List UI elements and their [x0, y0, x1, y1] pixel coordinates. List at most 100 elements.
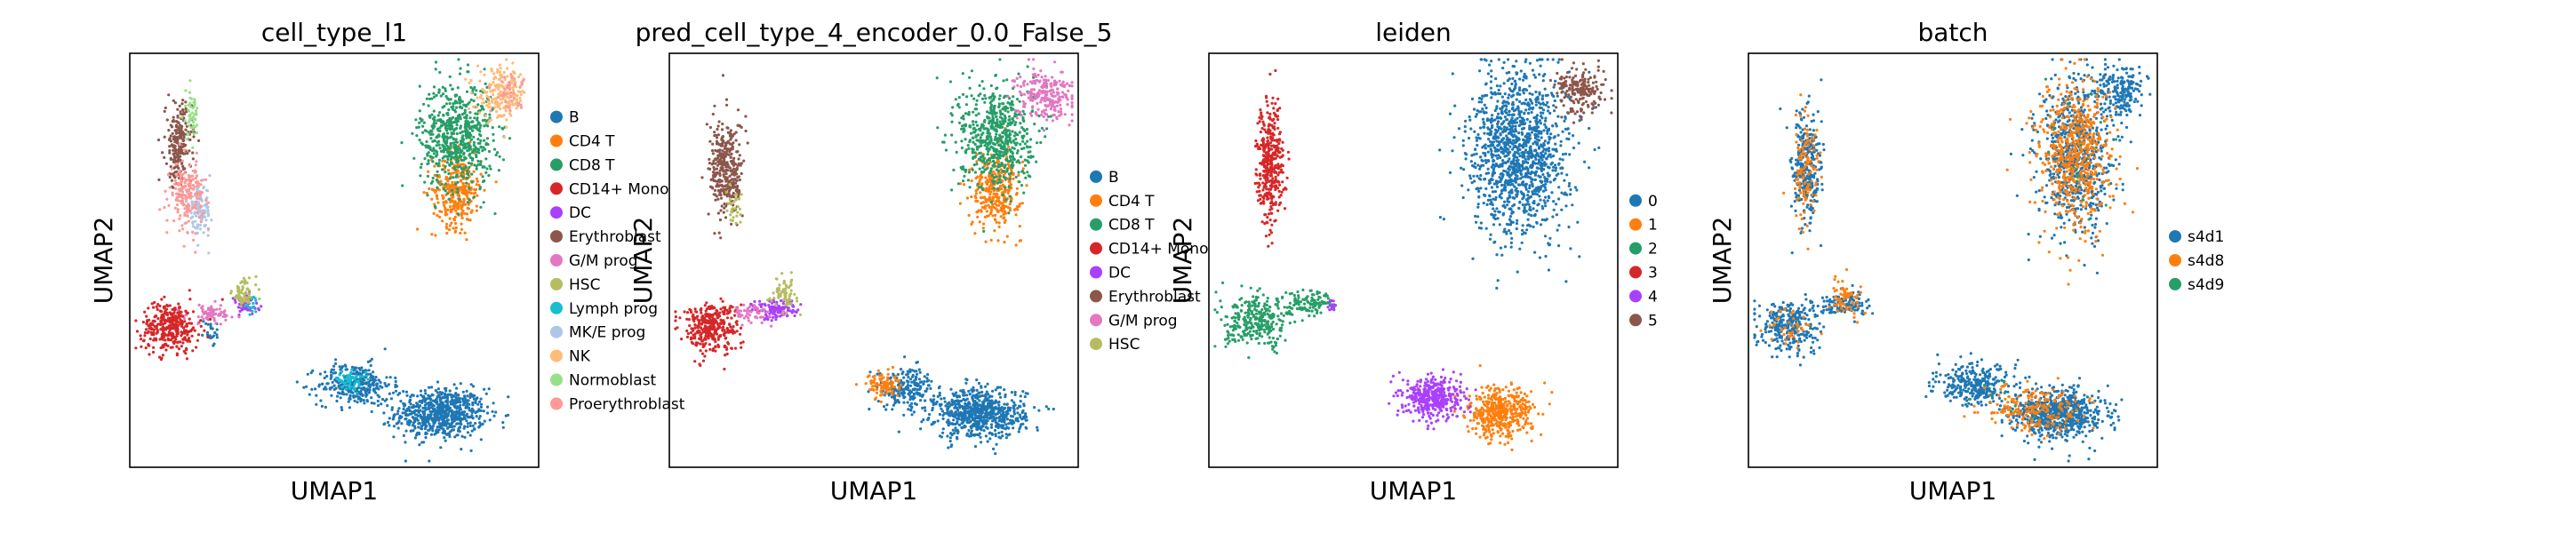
point-b: [429, 426, 433, 430]
point-b: [409, 395, 412, 399]
point-proerythroblast: [168, 186, 172, 189]
point-b: [1008, 418, 1012, 422]
point-hsc: [241, 285, 244, 289]
point-dc: [240, 308, 244, 312]
point-cd8-t: [486, 124, 490, 128]
point-nk: [509, 78, 514, 82]
point-cd8-t: [464, 105, 468, 108]
point-b: [470, 429, 474, 433]
point-cd8-t: [459, 105, 462, 108]
point-erythroblast: [163, 109, 166, 113]
point-cd8-t: [432, 85, 436, 89]
legend-marker-normoblast: [550, 373, 563, 386]
point-b: [467, 399, 470, 402]
point-b: [373, 378, 377, 382]
point-cd8-t: [463, 155, 467, 159]
point-lymph-prog: [250, 298, 253, 301]
point-b: [461, 403, 466, 407]
point-b: [407, 423, 411, 426]
point-cd14-mono: [187, 337, 191, 340]
point-b: [992, 447, 996, 450]
point-b: [418, 421, 421, 426]
point-cd4-t: [434, 234, 437, 237]
point-b: [932, 398, 936, 402]
point-cd8-t: [488, 164, 492, 168]
point-b: [432, 417, 436, 420]
point-erythroblast: [181, 167, 185, 171]
point-b: [344, 368, 348, 371]
point-cd4-t: [1015, 191, 1019, 195]
point-proerythroblast: [183, 171, 187, 175]
point-b: [468, 434, 472, 437]
point-hsc: [247, 296, 251, 299]
point-cd8-t: [465, 176, 468, 179]
point-cd4-t: [984, 240, 988, 243]
panel-title: pred_cell_type_4_encoder_0.0_False_5: [636, 18, 1113, 47]
point-proerythroblast: [512, 91, 516, 95]
point-b: [345, 393, 348, 396]
point-g-m-prog: [200, 306, 204, 310]
point-b: [915, 361, 918, 364]
point-b: [416, 394, 420, 398]
point-erythroblast: [171, 131, 174, 135]
point-cd8-t: [429, 129, 433, 132]
point-cd8-t: [465, 120, 468, 123]
point-b: [924, 389, 928, 393]
point-cd14-mono: [143, 330, 147, 335]
point-b: [916, 372, 919, 376]
point-b: [478, 415, 482, 418]
point-cd8-t: [468, 145, 472, 148]
point-b: [452, 419, 456, 423]
point-b: [955, 406, 959, 410]
point-b: [436, 391, 439, 394]
point-cd8-t: [452, 108, 457, 112]
point-dc: [251, 312, 254, 315]
point-b: [388, 376, 392, 379]
point-cd8-t: [487, 173, 491, 178]
point-cd8-t: [431, 179, 435, 183]
point-cd4-t: [995, 220, 998, 224]
point-erythroblast: [172, 152, 175, 155]
point-b: [491, 410, 494, 413]
point-proerythroblast: [183, 211, 187, 215]
point-b: [443, 392, 447, 395]
point-proerythroblast: [173, 179, 177, 182]
point-b: [344, 364, 348, 368]
point-cd8-t: [475, 89, 478, 92]
point-b: [444, 439, 447, 442]
point-lymph-prog: [338, 373, 341, 377]
point-cd14-mono: [188, 298, 192, 301]
point-b: [949, 387, 953, 391]
point-cd14-mono: [178, 314, 181, 319]
point-b: [986, 382, 989, 386]
point-proerythroblast: [199, 205, 203, 209]
point-cd4-t: [1020, 202, 1024, 205]
point-proerythroblast: [198, 197, 202, 201]
point-cd14-mono: [179, 318, 182, 322]
point-nk: [505, 125, 508, 129]
point-b: [332, 364, 336, 368]
point-cd4-t: [980, 182, 984, 186]
point-b: [462, 416, 467, 419]
point-proerythroblast: [520, 81, 524, 84]
point-mk-e-prog: [206, 214, 210, 218]
legend-marker-mk-e-prog: [550, 325, 563, 338]
point-b: [902, 401, 906, 404]
point-b: [408, 412, 412, 416]
point-b: [419, 389, 423, 393]
point-lymph-prog: [340, 386, 344, 389]
point-cd8-t: [436, 186, 439, 189]
point-b: [973, 412, 977, 416]
point-b: [315, 402, 318, 406]
point-hsc: [254, 283, 258, 287]
point-cd8-t: [436, 173, 439, 178]
point-b: [411, 416, 414, 419]
point-b: [994, 452, 997, 456]
point-b: [469, 383, 473, 386]
point-b: [446, 418, 450, 422]
point-b: [982, 422, 986, 426]
point-b: [404, 403, 407, 407]
point-cd14-mono: [162, 334, 165, 338]
point-b: [969, 432, 972, 435]
point-b: [975, 427, 979, 431]
